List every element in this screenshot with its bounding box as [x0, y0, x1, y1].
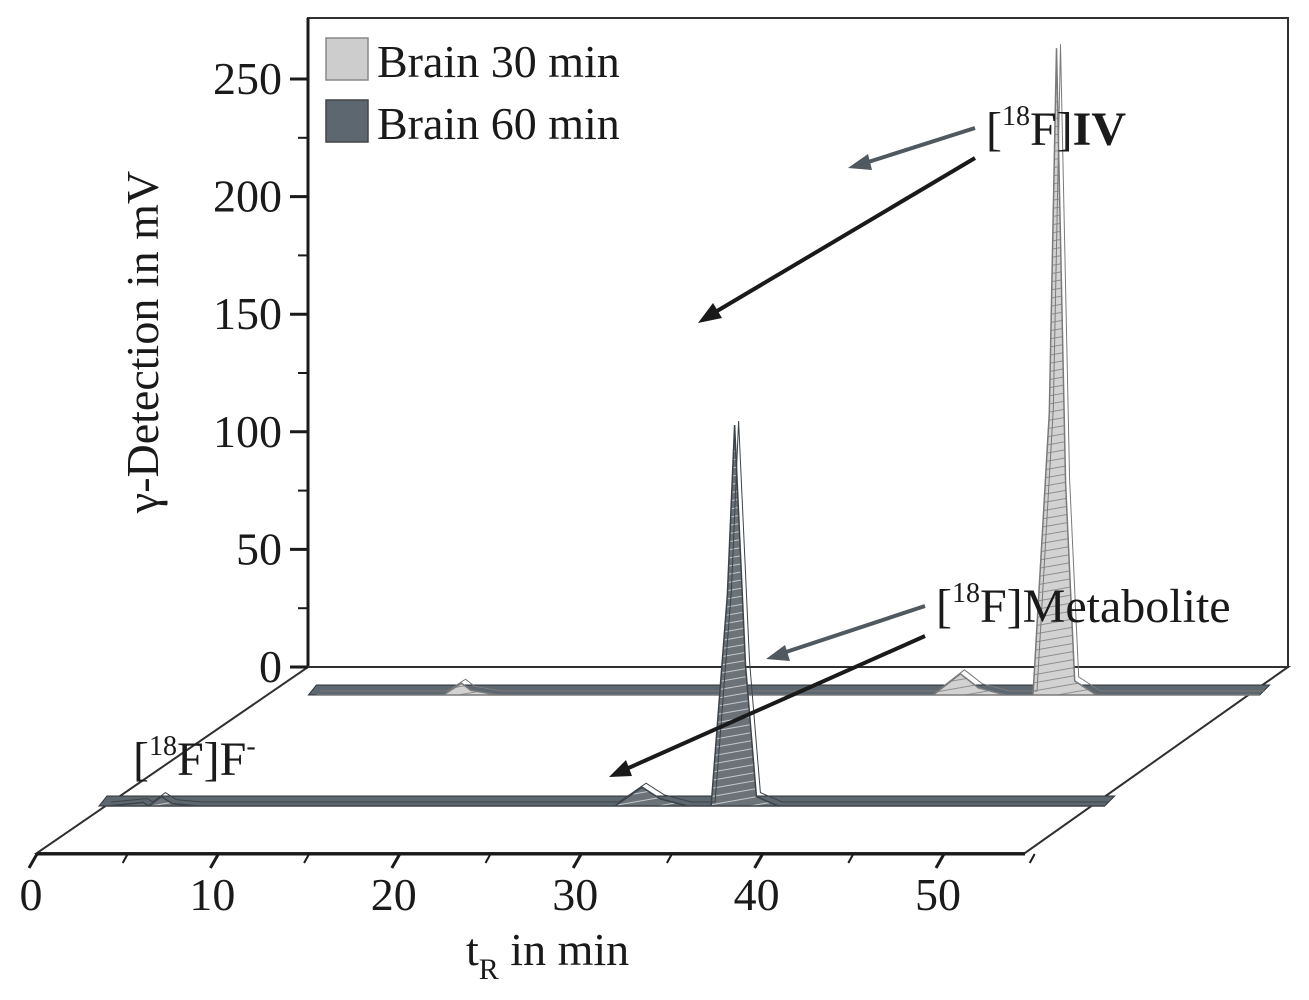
- annotation-iv-bold: IV: [1073, 103, 1127, 156]
- x-axis-title: tR in min: [466, 924, 629, 986]
- x-tick-label-40: 40: [734, 869, 780, 920]
- annotation-iv-bracket: [: [986, 103, 1002, 156]
- series-ribbon-1: [97, 795, 1116, 807]
- x-axis-title-rest: in min: [499, 924, 629, 975]
- arrow-metabolite-front-head: [609, 760, 632, 777]
- annotation-iv-mid: F]: [1030, 103, 1073, 156]
- x-minor-tick-35: [666, 853, 673, 864]
- series-profile-edge-0: [320, 44, 1264, 692]
- legend: Brain 30 min Brain 60 min: [325, 36, 620, 149]
- x-tick-0: [27, 853, 39, 869]
- x-axis-title-subscript: R: [479, 953, 499, 986]
- y-tick-label-250: 250: [213, 53, 282, 104]
- x-tick-label-50: 50: [915, 869, 961, 920]
- series-brain-30-min: [307, 44, 1271, 696]
- arrow-iv-back-head: [848, 154, 872, 170]
- arrow-metabolite-front: [623, 634, 926, 772]
- x-tick-label-30: 30: [552, 869, 598, 920]
- legend-swatch-brain-30: [325, 37, 369, 81]
- series-profile-1: [106, 424, 1105, 807]
- annotation-iv-superscript: 18: [1002, 101, 1030, 132]
- x-axis-title-main: t: [466, 924, 479, 975]
- series-brain-60-min: [97, 420, 1116, 807]
- x-tick-50: [934, 853, 946, 869]
- x-minor-tick-25: [484, 853, 492, 864]
- annotation-fluoride-bracket: [: [133, 733, 149, 786]
- arrow-iv-front: [710, 156, 977, 316]
- annotation-fluoride: [18F]F-: [133, 731, 256, 786]
- arrow-iv-back: [861, 126, 976, 166]
- annotation-metabolite-bracket: [: [936, 580, 952, 633]
- y-tick-label-100: 100: [213, 406, 282, 457]
- annotation-iv: [18F]IV: [986, 101, 1126, 156]
- x-minor-tick-5: [121, 853, 129, 864]
- annotation-metabolite-mid: F]Metabolite: [980, 580, 1231, 633]
- y-tick-label-50: 50: [236, 523, 282, 574]
- annotation-metabolite: [18F]Metabolite: [936, 578, 1231, 633]
- y-tick-label-0: 0: [259, 641, 282, 692]
- x-tick-label-0: 0: [20, 869, 43, 920]
- x-minor-tick-45: [847, 853, 855, 864]
- x-minor-tick-55: [1028, 853, 1036, 864]
- annotation-fluoride-mid: F]F: [177, 733, 246, 786]
- annotation-fluoride-superscript: 18: [149, 731, 177, 762]
- arrow-metabolite-back-head: [766, 645, 790, 661]
- arrow-iv-front-head: [698, 303, 722, 323]
- x-tick-40: [753, 853, 764, 869]
- y-axis-ticks: 0 50 100 150 200 250: [213, 53, 308, 692]
- x-tick-20: [390, 853, 402, 869]
- y-axis-title: γ-Detection in mV: [117, 171, 168, 514]
- x-minor-tick-15: [303, 853, 310, 864]
- x-tick-30: [571, 853, 583, 869]
- annotation-fluoride-charge: -: [246, 731, 255, 762]
- y-tick-label-150: 150: [213, 288, 282, 339]
- y-tick-label-200: 200: [213, 171, 282, 222]
- series-profile-0: [316, 48, 1260, 696]
- x-axis-ticks: 0 10 20 30 40 50: [20, 853, 1036, 920]
- x-tick-label-10: 10: [189, 869, 235, 920]
- annotation-metabolite-superscript: 18: [952, 578, 980, 609]
- series-profile-edge-1: [110, 420, 1109, 803]
- arrow-metabolite-back: [779, 604, 926, 656]
- legend-swatch-brain-60: [325, 99, 369, 143]
- x-tick-10: [209, 853, 220, 869]
- x-tick-label-20: 20: [371, 869, 417, 920]
- legend-label-brain-30: Brain 30 min: [377, 36, 620, 87]
- legend-label-brain-60: Brain 60 min: [377, 98, 620, 149]
